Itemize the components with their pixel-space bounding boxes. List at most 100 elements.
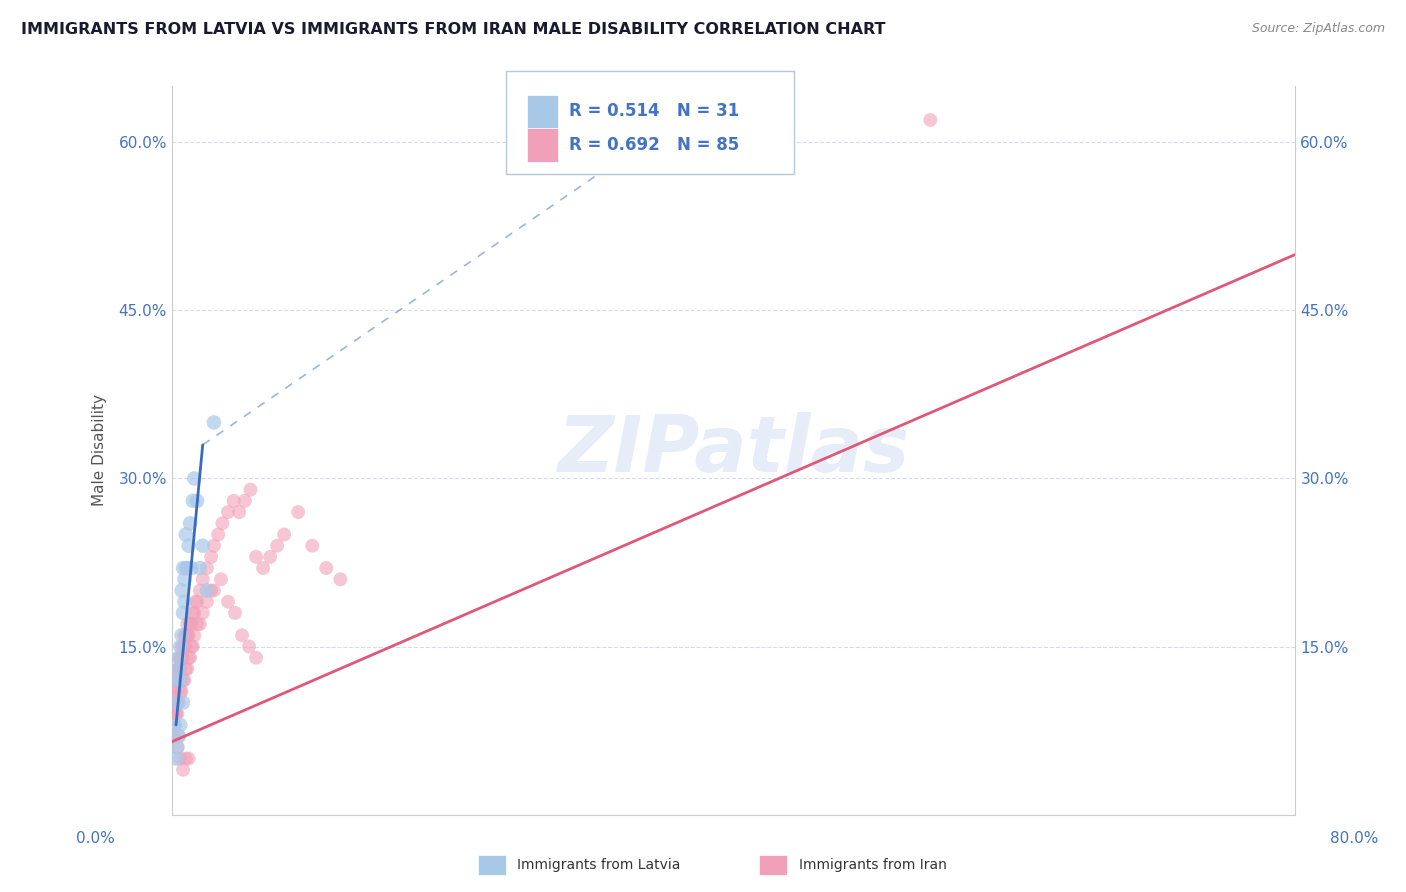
Point [191,572,214,586]
Point [167,662,190,676]
Point [173,640,195,654]
Point [169,662,191,676]
Point [166,706,188,721]
Point [169,650,191,665]
Text: 80.0%: 80.0% [1330,831,1378,846]
Point [167,650,190,665]
Point [176,628,198,642]
Text: Source: ZipAtlas.com: Source: ZipAtlas.com [1251,22,1385,36]
Point [228,505,250,519]
Point [177,650,200,665]
Point [170,684,193,698]
Point [179,516,201,531]
Point [170,583,193,598]
Point [173,628,195,642]
Point [188,583,211,598]
Point [191,539,214,553]
Point [200,583,222,598]
Point [167,729,190,743]
Point [183,628,205,642]
Point [167,729,190,743]
Point [179,650,201,665]
Point [169,640,191,654]
Point [209,572,232,586]
Point [181,640,204,654]
Point [217,505,239,519]
Point [207,527,229,541]
Point [183,471,205,485]
Point [183,606,205,620]
Point [173,572,195,586]
Point [174,662,197,676]
Point [177,539,200,553]
Point [239,483,262,497]
Point [163,684,186,698]
Point [180,561,202,575]
Point [165,706,187,721]
Point [222,494,245,508]
Point [167,662,190,676]
Text: R = 0.514   N = 31: R = 0.514 N = 31 [569,103,740,120]
Point [181,606,204,620]
Point [169,684,191,698]
Point [166,673,188,687]
Point [301,539,323,553]
Point [177,751,200,765]
Point [252,561,274,575]
Point [170,650,193,665]
Point [169,751,191,765]
Point [195,583,218,598]
Point [211,516,233,531]
Point [172,561,194,575]
Point [245,549,267,564]
Point [170,628,193,642]
Point [166,673,188,687]
Point [166,662,188,676]
Point [176,617,198,632]
Point [172,673,194,687]
Text: 0.0%: 0.0% [76,831,115,846]
Point [200,549,222,564]
Point [184,595,207,609]
Point [202,416,225,430]
Point [180,640,202,654]
Y-axis label: Male Disability: Male Disability [93,394,107,507]
Point [162,729,184,743]
Text: Immigrants from Latvia: Immigrants from Latvia [517,858,681,872]
Point [191,606,214,620]
Point [173,673,195,687]
Point [174,640,197,654]
Point [172,696,194,710]
Point [202,583,225,598]
Point [287,505,309,519]
Point [172,640,194,654]
Point [188,561,211,575]
Point [176,561,198,575]
Point [170,640,193,654]
Point [165,684,187,698]
Point [177,628,200,642]
Text: R = 0.692   N = 85: R = 0.692 N = 85 [569,136,740,154]
Point [174,628,197,642]
Point [179,617,201,632]
Point [174,751,197,765]
Point [169,673,191,687]
Point [186,494,208,508]
Point [233,494,256,508]
Point [329,572,352,586]
Point [162,696,184,710]
Point [163,718,186,732]
Point [238,640,260,654]
Point [181,494,204,508]
Point [315,561,337,575]
Point [176,662,198,676]
Point [167,650,190,665]
Point [186,595,208,609]
Point [166,740,188,755]
Point [174,561,197,575]
Point [186,617,208,632]
Text: Immigrants from Iran: Immigrants from Iran [799,858,946,872]
Point [180,617,202,632]
Point [166,696,188,710]
Point [165,751,187,765]
